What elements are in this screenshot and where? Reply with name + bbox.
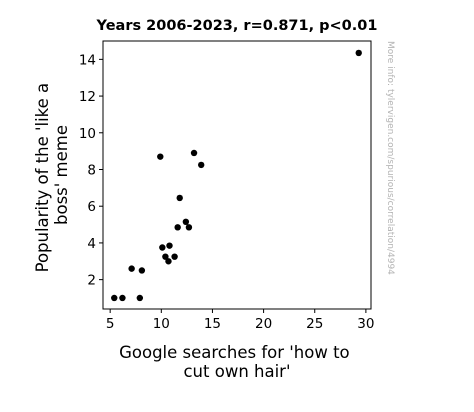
scatter-point (185, 224, 193, 231)
x-tick-label: 20 (255, 316, 272, 332)
scatter-point (197, 161, 205, 169)
scatter-point (157, 153, 164, 160)
x-axis-label-line-2: cut own hair' (183, 362, 290, 381)
y-axis-ticks: 2 4 6 8 10 12 14 (79, 52, 103, 289)
scatter-point (182, 218, 190, 226)
plot-frame (102, 40, 372, 310)
plot-area: 5 10 15 20 25 30 2 4 6 8 10 12 14 (79, 40, 374, 332)
scatter-point (166, 242, 173, 249)
y-axis-label: Popularity of the 'like a boss' meme (33, 78, 71, 273)
x-axis-label-line-1: Google searches for 'how to (119, 343, 350, 362)
scatter-point (111, 294, 118, 302)
x-tick-label: 10 (153, 316, 170, 332)
x-tick-label: 5 (106, 316, 115, 332)
scatter-point (165, 258, 172, 265)
x-axis-ticks: 5 10 15 20 25 30 (106, 309, 374, 332)
scatter-point (119, 294, 126, 302)
y-axis-label-line-2: boss' meme (52, 125, 71, 225)
x-axis-label: Google searches for 'how to cut own hair… (119, 343, 355, 381)
scatter-point (171, 253, 178, 260)
y-tick-label: 12 (79, 89, 96, 105)
y-tick-label: 4 (87, 236, 96, 252)
scatter-point (162, 253, 169, 260)
data-points (111, 49, 362, 302)
scatter-point (128, 265, 135, 272)
x-tick-label: 30 (357, 316, 374, 332)
scatter-point (138, 267, 146, 274)
y-axis-label-line-1: Popularity of the 'like a (33, 83, 52, 273)
x-tick-label: 15 (204, 316, 221, 332)
watermark-text: More info: tylervigen.com/spurious/corre… (385, 41, 395, 275)
scatter-point (190, 149, 198, 157)
chart-title: Years 2006-2023, r=0.871, p<0.01 (96, 18, 378, 34)
x-tick-label: 25 (306, 316, 323, 332)
y-tick-label: 8 (87, 162, 96, 178)
y-tick-label: 10 (79, 126, 96, 142)
y-tick-label: 6 (87, 199, 96, 215)
y-tick-label: 2 (87, 273, 96, 289)
scatter-point (136, 294, 144, 302)
scatter-point (174, 224, 181, 231)
scatter-point (355, 49, 362, 57)
scatter-point (176, 194, 183, 202)
y-tick-label: 14 (79, 52, 96, 68)
scatter-point (159, 244, 166, 251)
